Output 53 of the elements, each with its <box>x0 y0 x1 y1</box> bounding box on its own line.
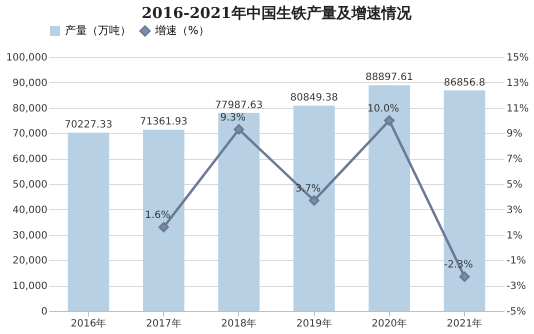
y-tick-label: 90,000 <box>12 78 48 89</box>
data-label: 3.7% <box>295 184 321 195</box>
data-label: 71361.93 <box>140 116 188 128</box>
y-tick-label: 60,000 <box>12 154 48 166</box>
y-tick-label: 20,000 <box>12 256 48 267</box>
y2-tick-label: 1% <box>506 230 522 242</box>
y2-tick-label: 13% <box>506 78 529 89</box>
bar <box>218 112 260 311</box>
bar <box>143 130 184 311</box>
bar <box>293 106 335 311</box>
y2-tick-label: 3% <box>506 204 522 216</box>
y-tick-label: 70,000 <box>12 128 48 140</box>
data-label: 88897.61 <box>365 72 414 84</box>
data-label: 80849.38 <box>290 92 338 104</box>
point <box>234 124 244 135</box>
y2-tick-label: 15% <box>506 52 529 64</box>
y-tick-label: 50,000 <box>12 180 48 190</box>
y-tick-label: 10,000 <box>12 281 48 292</box>
x-tick-label: 2021年 <box>446 318 482 330</box>
y-tick-label: 100,000 <box>6 52 48 64</box>
bar <box>368 85 410 311</box>
legend-label: 增速（%） <box>154 24 210 37</box>
x-tick-label: 2018年 <box>221 318 257 330</box>
y2-tick-label: -5% <box>506 306 526 318</box>
chart-title: 2016-2021年中国生铁产量及增速情况 <box>142 4 412 22</box>
y-tick-label: 30,000 <box>12 230 48 242</box>
y-tick-label: 40,000 <box>12 204 48 216</box>
x-tick-label: 2020年 <box>372 318 408 330</box>
y2-tick-label: 7% <box>506 154 522 166</box>
data-label: 9.3% <box>220 112 246 124</box>
x-tick-label: 2017年 <box>146 318 182 330</box>
x-tick-label: 2019年 <box>296 318 332 330</box>
y2-tick-label: 5% <box>506 180 522 190</box>
data-label: 86856.8 <box>444 77 486 88</box>
legend-label: 产量（万吨） <box>65 24 131 37</box>
y2-tick-label: 9% <box>506 128 522 140</box>
data-label: 77987.63 <box>215 100 263 111</box>
data-label: 70227.33 <box>64 120 112 131</box>
point <box>158 222 169 232</box>
y2-tick-label: -3% <box>506 281 526 292</box>
data-label: -2.3% <box>444 260 474 271</box>
bar <box>68 132 110 311</box>
y2-tick-label: -1% <box>506 256 526 267</box>
x-tick-label: 2016年 <box>70 318 106 330</box>
bar <box>444 90 486 311</box>
point <box>459 272 470 282</box>
point <box>308 195 320 206</box>
point <box>384 115 394 126</box>
y-tick-label: 80,000 <box>12 103 48 114</box>
data-label: 1.6% <box>144 210 170 222</box>
y2-tick-label: 11% <box>506 103 529 114</box>
y-tick-label: 0 <box>41 306 48 318</box>
data-label: 10.0% <box>367 104 400 114</box>
